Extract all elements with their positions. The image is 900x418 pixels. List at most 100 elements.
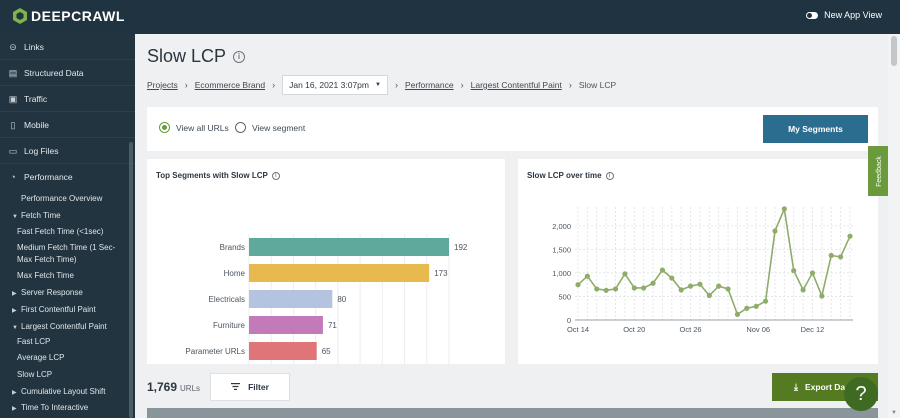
y-tick-label: 0 [567, 316, 571, 325]
sidebar-sub-fetch-time[interactable]: ▼ Fetch Time [0, 210, 130, 223]
sidebar-sub-medium-fetch-time-cont[interactable]: Max Fetch Time) [0, 254, 130, 265]
new-app-view-label: New App View [824, 10, 882, 20]
crawl-date-select[interactable]: Jan 16, 2021 3:07pm ▼ [282, 75, 388, 95]
sidebar-item-label: Structured Data [24, 67, 84, 78]
category-label: Electricals [209, 295, 245, 304]
sidebar-sub-cumulative-layout-shift[interactable]: ▶ Cumulative Layout Shift [0, 386, 130, 399]
sidebar-sub-label: Medium Fetch Time (1 Sec- [17, 243, 116, 252]
top-bar: DEEPCRAWL New App View [0, 0, 900, 34]
sidebar-sub-server-response[interactable]: ▶ Server Response [0, 287, 130, 300]
x-tick-label: Nov 06 [746, 325, 770, 334]
chart-title-text: Top Segments with Slow LCP [156, 171, 268, 180]
sidebar-scrollbar[interactable] [129, 142, 133, 418]
page-scrollbar[interactable]: ▼ [888, 34, 900, 418]
sidebar-sub-fast-lcp[interactable]: Fast LCP [0, 336, 130, 347]
sidebar-sub-fast-fetch-time[interactable]: Fast Fetch Time (<1sec) [0, 226, 130, 237]
url-count-unit: URLs [180, 384, 201, 393]
info-icon[interactable]: i [233, 50, 246, 63]
sidebar-sub-label: Performance Overview [21, 194, 103, 203]
sidebar-sub-time-to-interactive[interactable]: ▶ Time To Interactive [0, 402, 130, 415]
data-point [847, 233, 853, 239]
sidebar-sub-medium-fetch-time[interactable]: Medium Fetch Time (1 Sec- [0, 242, 130, 253]
breadcrumb-projects[interactable]: Projects [147, 80, 178, 90]
sidebar-item-label: Traffic [24, 93, 48, 104]
page-title: Slow LCP i [147, 46, 246, 67]
feedback-tab[interactable]: Feedback [868, 146, 890, 196]
chevron-right-icon: › [568, 80, 572, 90]
deepcrawl-logo[interactable]: DEEPCRAWL [12, 7, 125, 25]
line-chart: 0 500 1,000 1,500 2,000 Oct 14 Oct 20 Oct 26 Nov… [552, 205, 853, 334]
sidebar-sub-slow-lcp[interactable]: Slow LCP [0, 369, 130, 380]
sidebar-sub-label: Max Fetch Time) [17, 255, 77, 264]
bar [249, 238, 449, 256]
sidebar-sub-largest-contentful-paint[interactable]: ▼ Largest Contentful Paint [0, 321, 130, 334]
data-point [584, 273, 590, 279]
data-point [791, 267, 797, 274]
category-label: Furniture [213, 321, 246, 330]
caret-down-icon: ▼ [12, 214, 18, 220]
data-point [762, 298, 769, 304]
sidebar-sub-label: Slow LCP [17, 370, 53, 379]
chevron-right-icon: › [272, 80, 276, 90]
info-icon[interactable]: i [605, 171, 614, 180]
filter-button[interactable]: Filter [210, 373, 290, 401]
sidebar-sub-max-fetch-time[interactable]: Max Fetch Time [0, 270, 130, 281]
info-icon[interactable]: i [271, 171, 280, 180]
view-all-urls-radio[interactable]: View all URLs [159, 122, 229, 133]
filter-icon [231, 382, 241, 392]
breadcrumb-ecommerce-brand[interactable]: Ecommerce Brand [194, 80, 266, 90]
data-point [800, 287, 806, 293]
toggle-switch-icon[interactable] [806, 11, 819, 19]
breadcrumb-current: Slow LCP [578, 80, 617, 90]
sidebar-item-structured-data[interactable]: ▤ Structured Data [0, 60, 135, 86]
radio-label: View all URLs [176, 122, 229, 133]
x-tick-label: Dec 12 [801, 325, 825, 334]
logo-icon [13, 8, 27, 24]
my-segments-button[interactable]: My Segments [763, 115, 868, 143]
data-label: 65 [322, 347, 331, 356]
y-tick-label: 500 [558, 292, 571, 301]
help-icon: ? [855, 382, 867, 405]
y-tick-label: 2,000 [552, 222, 571, 231]
data-point [631, 285, 637, 291]
sidebar-sub-label: Cumulative Layout Shift [21, 387, 106, 396]
sidebar-item-performance[interactable]: ◔ Performance [0, 164, 135, 190]
segment-selector-card: View all URLs View segment My Segments [147, 107, 878, 151]
data-point [706, 292, 712, 299]
sidebar-item-log-files[interactable]: ▭ Log Files [0, 138, 135, 164]
data-label: 192 [454, 243, 468, 252]
sidebar-item-mobile[interactable]: ▯ Mobile [0, 112, 135, 138]
data-point [659, 267, 666, 273]
page-title-text: Slow LCP [147, 46, 227, 66]
data-point [716, 283, 722, 289]
table-header [147, 408, 878, 418]
view-segment-radio[interactable]: View segment [235, 122, 305, 133]
scroll-down-arrow-icon[interactable]: ▼ [891, 410, 897, 416]
logo-text: DEEPCRAWL [31, 8, 125, 24]
breadcrumb-largest-contentful-paint[interactable]: Largest Contentful Paint [470, 80, 562, 90]
bar [249, 342, 317, 360]
feedback-label: Feedback [875, 155, 883, 187]
data-point [809, 270, 816, 276]
link-icon: ⊝ [9, 41, 17, 52]
radio-label: View segment [252, 122, 306, 133]
data-point [650, 280, 656, 286]
category-label: Parameter URLs [185, 347, 245, 356]
radio-selected-icon[interactable] [159, 122, 170, 133]
sidebar-sub-performance-overview[interactable]: Performance Overview [0, 193, 130, 204]
help-button[interactable]: ? [844, 377, 878, 411]
sidebar-item-traffic[interactable]: ▣ Traffic [0, 86, 135, 112]
scrollbar-thumb[interactable] [891, 36, 897, 66]
bar [249, 290, 333, 308]
sidebar-sub-average-lcp[interactable]: Average LCP [0, 352, 130, 363]
new-app-view-toggle[interactable]: New App View [806, 10, 882, 20]
chevron-right-icon: › [184, 80, 188, 90]
radio-unselected-icon[interactable] [235, 122, 246, 133]
url-count-value: 1,769 [147, 380, 178, 394]
sidebar-item-label: Links [24, 41, 44, 52]
series-line [577, 205, 851, 316]
sidebar-item-links[interactable]: ⊝ Links [0, 34, 135, 60]
sidebar-sub-first-contentful-paint[interactable]: ▶ First Contentful Paint [0, 304, 130, 317]
caret-right-icon: ▶ [12, 390, 17, 396]
breadcrumb-performance[interactable]: Performance [404, 80, 454, 90]
